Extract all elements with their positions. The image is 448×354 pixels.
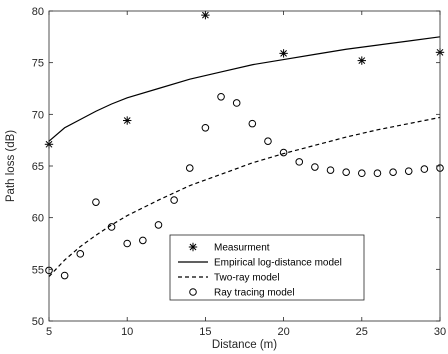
asterisk-stroke bbox=[202, 11, 209, 19]
point-ray-tracing bbox=[279, 148, 288, 157]
point-ray-tracing bbox=[123, 239, 131, 248]
x-tick-label: 25 bbox=[356, 326, 368, 338]
point-ray-tracing bbox=[404, 167, 413, 175]
asterisk-stroke bbox=[280, 49, 287, 57]
legend-entry: Two-ray model bbox=[178, 273, 280, 284]
asterisk-stroke bbox=[123, 117, 131, 124]
point-ray-tracing bbox=[342, 168, 350, 176]
point-ray-tracing bbox=[139, 236, 147, 245]
x-tick-label: 15 bbox=[199, 326, 211, 338]
legend-swatch-asterisk bbox=[188, 242, 198, 252]
series-two-ray-model bbox=[48, 116, 441, 277]
x-tick-label: 30 bbox=[434, 326, 446, 338]
point-measurement bbox=[123, 116, 132, 125]
point-ray-tracing bbox=[217, 92, 225, 101]
point-ray-tracing bbox=[311, 163, 319, 171]
point-ray-tracing bbox=[420, 165, 429, 173]
point-ray-tracing bbox=[248, 119, 257, 128]
y-tick-label: 60 bbox=[32, 213, 44, 225]
point-ray-tracing bbox=[326, 166, 335, 174]
series-empirical-log-distance-model bbox=[48, 36, 441, 142]
legend-entry: Ray tracing model bbox=[189, 288, 295, 299]
point-ray-tracing bbox=[295, 158, 304, 166]
x-axis-title: Distance (m) bbox=[212, 339, 277, 351]
point-ray-tracing bbox=[170, 196, 178, 204]
point-ray-tracing bbox=[185, 164, 194, 172]
legend-swatch-circle bbox=[189, 288, 197, 296]
legend: Measurment Empirical log-distance model Tw… bbox=[169, 234, 365, 301]
y-axis-ticks: 50 55 60 65 70 75 80 bbox=[32, 6, 440, 328]
point-ray-tracing bbox=[60, 271, 69, 280]
point-ray-tracing bbox=[107, 223, 116, 231]
point-ray-tracing bbox=[389, 168, 397, 176]
point-measurement bbox=[279, 49, 288, 58]
point-measurement bbox=[201, 10, 210, 20]
legend-box bbox=[169, 234, 365, 301]
x-tick-label: 10 bbox=[121, 326, 133, 338]
legend-entry: Empirical log-distance model bbox=[178, 258, 342, 269]
y-tick-label: 65 bbox=[32, 161, 44, 173]
line-empirical-log-distance bbox=[48, 36, 441, 142]
point-measurement bbox=[357, 56, 366, 65]
x-tick-label: 20 bbox=[277, 326, 289, 338]
y-axis-title: Path loss (dB) bbox=[5, 130, 17, 202]
y-tick-label: 80 bbox=[32, 6, 44, 18]
series-ray-tracing-model bbox=[45, 92, 444, 280]
y-tick-label: 75 bbox=[32, 58, 44, 70]
point-ray-tracing bbox=[373, 169, 382, 178]
point-ray-tracing bbox=[92, 198, 100, 206]
legend-label: Empirical log-distance model bbox=[214, 258, 342, 269]
y-tick-label: 70 bbox=[32, 109, 44, 121]
point-ray-tracing bbox=[358, 169, 366, 178]
line-two-ray bbox=[48, 116, 441, 277]
legend-label: Two-ray model bbox=[214, 273, 280, 284]
series-layer bbox=[44, 10, 445, 280]
x-axis-ticks: 5 10 15 20 25 30 bbox=[46, 11, 446, 338]
legend-label: Measurment bbox=[214, 243, 270, 254]
point-ray-tracing bbox=[76, 250, 85, 258]
asterisk-stroke bbox=[189, 243, 197, 251]
y-tick-label: 55 bbox=[32, 264, 44, 276]
x-tick-label: 5 bbox=[46, 326, 52, 338]
asterisk-stroke bbox=[358, 57, 366, 64]
legend-entry: Measurment bbox=[188, 242, 270, 254]
legend-label: Ray tracing model bbox=[214, 288, 295, 299]
y-tick-label: 50 bbox=[32, 316, 44, 328]
point-ray-tracing bbox=[154, 221, 163, 229]
point-ray-tracing bbox=[264, 137, 272, 145]
point-ray-tracing bbox=[201, 123, 210, 132]
legend-entries: Measurment Empirical log-distance model Tw… bbox=[178, 243, 342, 299]
point-ray-tracing bbox=[232, 99, 241, 107]
